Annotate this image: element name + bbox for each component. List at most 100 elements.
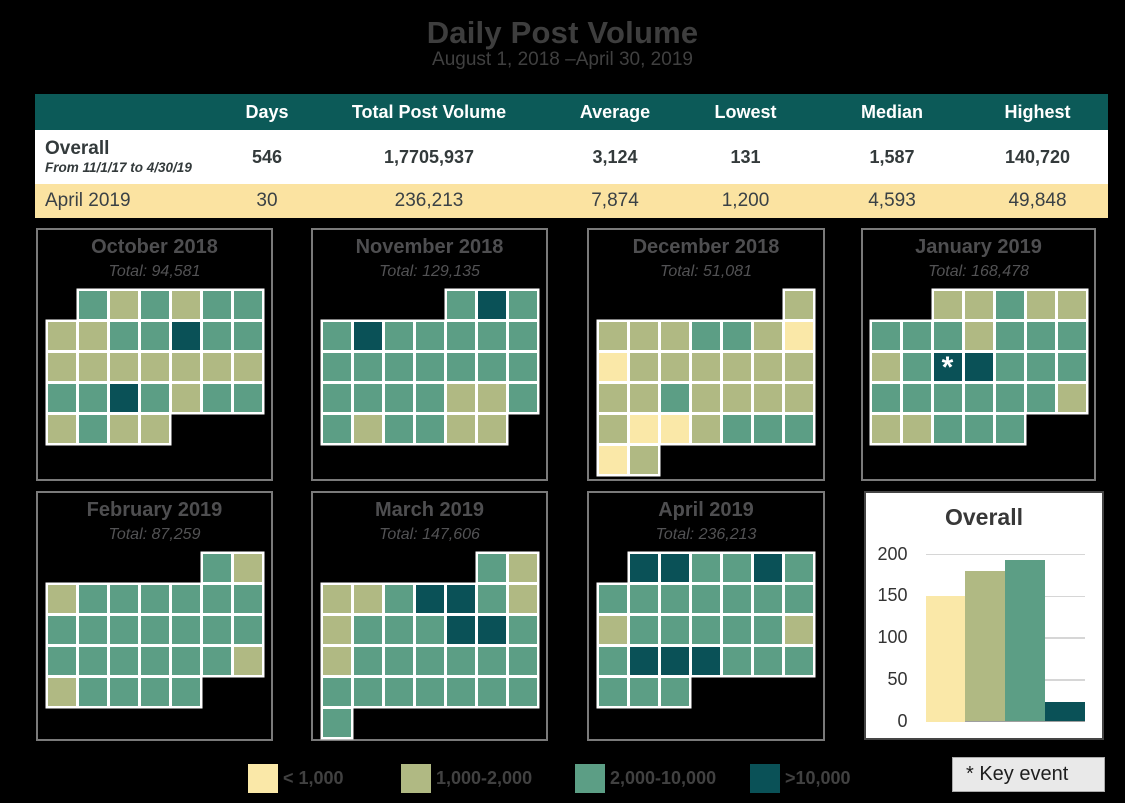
overall-sublabel: From 11/1/17 to 4/30/19: [45, 160, 192, 175]
day-cell: [692, 646, 720, 675]
day-cell: [723, 553, 751, 582]
page-title: Daily Post Volume: [426, 15, 699, 50]
day-cell: [785, 646, 813, 675]
day-cell: [723, 584, 751, 613]
day-cell: [1026, 352, 1055, 381]
day-cell: [353, 615, 382, 644]
day-cell: [384, 321, 413, 350]
day-cell: [599, 383, 627, 412]
day-cell: [995, 414, 1024, 443]
day-cell: [47, 646, 76, 675]
day-cell: [754, 352, 782, 381]
day-cell: [322, 352, 351, 381]
day-cell: [446, 646, 475, 675]
day-cell: [171, 584, 200, 613]
y-tick-label: 0: [897, 710, 908, 731]
day-cell: [140, 383, 169, 412]
day-cell: [902, 352, 931, 381]
bar--1-000: [925, 596, 966, 722]
day-cell: [202, 290, 231, 319]
day-cell: [995, 290, 1024, 319]
april-median: 4,593: [868, 190, 916, 211]
day-cell: [1026, 321, 1055, 350]
month-title: December 2018: [632, 236, 780, 258]
day-cell: [171, 677, 200, 706]
overall-days: 546: [251, 146, 283, 167]
month-total: Total: 129,135: [379, 263, 480, 280]
day-cell: [933, 290, 962, 319]
day-cell: [415, 615, 444, 644]
day-cell: [446, 677, 475, 706]
day-cell: [384, 646, 413, 675]
day-cell: [477, 677, 506, 706]
day-cell: [477, 383, 506, 412]
page-subtitle: August 1, 2018 –April 30, 2019: [432, 49, 693, 70]
day-cell: [1057, 290, 1086, 319]
day-cell: [109, 321, 138, 350]
day-cell: [415, 414, 444, 443]
month-box-february-2019: February 2019 Total: 87,259: [36, 491, 273, 741]
day-cell: [109, 646, 138, 675]
day-cell: [477, 321, 506, 350]
y-tick-label: 50: [887, 668, 908, 689]
day-cell: [446, 584, 475, 613]
day-cell: [353, 646, 382, 675]
table-row-april-2019: April 2019 30 236,213 7,874 1,200 4,593 …: [35, 184, 1108, 218]
month-total: Total: 51,081: [660, 263, 752, 280]
day-cell: [477, 646, 506, 675]
month-heatmap-grid: *: [871, 290, 1086, 443]
day-cell: [140, 677, 169, 706]
day-cell: [233, 646, 262, 675]
day-cell: [202, 352, 231, 381]
day-cell: [140, 414, 169, 443]
day-cell: [964, 321, 993, 350]
day-cell: [995, 383, 1024, 412]
day-cell: [202, 646, 231, 675]
day-cell: [446, 352, 475, 381]
day-cell: [508, 584, 537, 613]
day-cell: [661, 383, 689, 412]
day-cell: [78, 290, 107, 319]
day-cell: [140, 584, 169, 613]
day-cell: [599, 321, 627, 350]
day-cell: [171, 615, 200, 644]
day-cell: [871, 414, 900, 443]
day-cell: [477, 553, 506, 582]
day-cell: [202, 321, 231, 350]
day-cell: [353, 352, 382, 381]
day-cell: [47, 352, 76, 381]
day-cell: [508, 553, 537, 582]
day-cell: [754, 383, 782, 412]
day-cell: [78, 321, 107, 350]
day-cell: [322, 677, 351, 706]
day-cell: [140, 321, 169, 350]
y-tick-label: 100: [877, 627, 908, 647]
day-cell: [446, 615, 475, 644]
day-cell: [785, 553, 813, 582]
day-cell: [171, 352, 200, 381]
day-cell: [109, 414, 138, 443]
y-tick-label: 200: [877, 543, 908, 564]
month-box-march-2019: March 2019 Total: 147,606: [311, 491, 548, 741]
row-label-overall: Overall From 11/1/17 to 4/30/19: [35, 130, 232, 184]
day-cell: [630, 646, 658, 675]
day-cell: [1026, 290, 1055, 319]
day-cell: [202, 383, 231, 412]
day-cell: [47, 584, 76, 613]
day-cell: [692, 615, 720, 644]
day-cell: [353, 584, 382, 613]
day-cell: [933, 321, 962, 350]
day-cell: [140, 615, 169, 644]
day-cell: [723, 352, 751, 381]
april-average: 7,874: [591, 190, 639, 211]
day-cell: [754, 553, 782, 582]
day-cell: [630, 352, 658, 381]
day-cell: [109, 383, 138, 412]
day-cell: [599, 445, 627, 474]
day-cell: [661, 677, 689, 706]
april-row-label: April 2019: [45, 190, 131, 211]
header-cell-days: Days: [245, 101, 289, 122]
legend-swatch-Y: [248, 764, 278, 793]
day-cell: [754, 615, 782, 644]
month-box-april-2019: April 2019 Total: 236,213: [587, 491, 825, 741]
